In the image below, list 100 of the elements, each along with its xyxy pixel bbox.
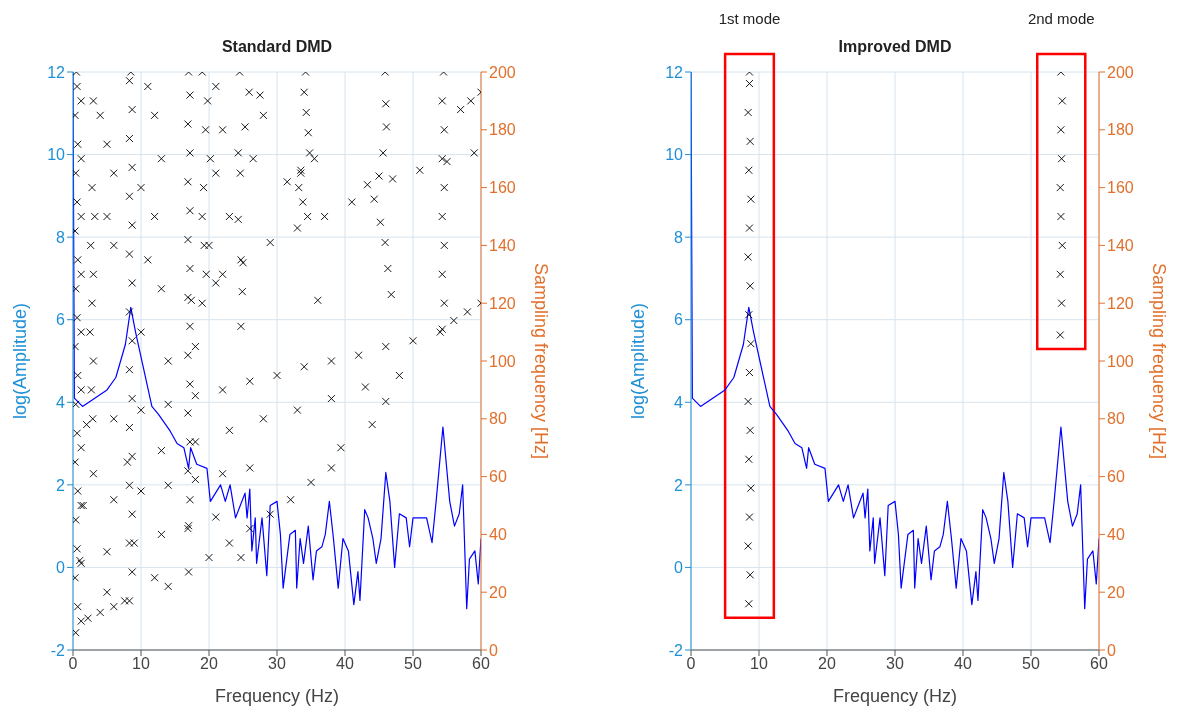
point <box>88 183 96 192</box>
point <box>87 385 96 394</box>
y-tick-label: 4 <box>674 393 684 411</box>
point <box>241 122 249 131</box>
point <box>128 510 137 519</box>
point <box>415 166 424 175</box>
y2-tick-label: 80 <box>1107 410 1125 428</box>
y2-tick-label: 160 <box>1107 179 1134 197</box>
point <box>73 371 82 380</box>
x-tick-label: 50 <box>404 655 422 673</box>
point <box>73 198 82 206</box>
point <box>164 357 173 365</box>
y-tick-label: -2 <box>668 641 684 659</box>
x-tick-label: 30 <box>268 655 286 673</box>
y-tick-label: 8 <box>56 228 66 246</box>
point <box>183 409 192 417</box>
y2-tick-label: 20 <box>1107 583 1125 601</box>
point <box>164 481 173 490</box>
point <box>387 290 396 299</box>
y-tick-label: 12 <box>47 63 66 81</box>
point <box>125 192 134 201</box>
point <box>1058 96 1067 105</box>
point <box>440 299 449 308</box>
point <box>186 206 194 215</box>
y2-tick-label: 100 <box>489 352 516 370</box>
point <box>143 82 152 91</box>
y2-tick-label: 0 <box>489 641 498 659</box>
point <box>1057 299 1066 308</box>
x-tick-label: 20 <box>818 655 836 673</box>
point <box>746 339 755 348</box>
y-tick-label: 2 <box>56 476 66 494</box>
point <box>300 362 309 371</box>
point <box>1058 241 1067 250</box>
point <box>302 108 311 117</box>
y2-tick-label: 20 <box>489 583 507 601</box>
point <box>746 137 755 146</box>
y-axis-title: log(Amplitude) <box>628 302 649 420</box>
point <box>327 463 336 472</box>
point <box>310 154 319 163</box>
point <box>125 481 134 490</box>
point <box>303 212 312 221</box>
point <box>347 198 356 206</box>
point <box>744 599 753 608</box>
point <box>150 111 159 120</box>
x-tick-label: 50 <box>1022 655 1040 673</box>
point <box>137 406 145 415</box>
point <box>109 169 118 178</box>
point <box>307 478 315 487</box>
point <box>746 484 755 493</box>
y-tick-label: 10 <box>47 146 66 164</box>
point <box>745 368 754 377</box>
x-axis-title: Frequency (Hz) <box>832 686 958 706</box>
point <box>296 169 305 178</box>
point <box>259 111 268 120</box>
point <box>234 148 243 157</box>
point <box>744 455 753 464</box>
point <box>354 351 363 360</box>
point <box>211 513 220 522</box>
point <box>211 279 220 287</box>
point <box>125 134 134 143</box>
y-axis-title: log(Amplitude) <box>10 302 31 420</box>
point <box>320 212 329 221</box>
point <box>438 96 447 105</box>
point <box>103 547 111 556</box>
y2-axis-title: Sampling frequency [Hz] <box>1148 262 1169 460</box>
point <box>286 495 295 504</box>
point <box>381 238 390 247</box>
chart-title: Standard DMD <box>220 38 334 56</box>
point <box>463 307 472 316</box>
point <box>183 177 192 186</box>
point <box>183 235 192 244</box>
point <box>379 148 388 157</box>
point <box>90 212 99 221</box>
y-tick-label: -2 <box>50 641 66 659</box>
point <box>96 111 105 120</box>
point <box>205 553 213 562</box>
x-tick-label: 30 <box>886 655 904 673</box>
x-tick-label: 60 <box>1090 655 1108 673</box>
point <box>381 342 390 351</box>
point <box>125 250 134 259</box>
y2-tick-label: 120 <box>489 294 516 312</box>
y2-tick-label: 180 <box>1107 121 1134 139</box>
point <box>187 296 196 305</box>
point <box>103 588 111 597</box>
point <box>361 383 370 391</box>
point <box>746 195 755 204</box>
point <box>183 524 192 533</box>
point <box>438 325 447 334</box>
x-tick-label: 20 <box>200 655 218 673</box>
y2-tick-label: 180 <box>489 121 516 139</box>
y-tick-label: 12 <box>665 63 684 81</box>
point <box>89 469 98 478</box>
point <box>293 224 302 233</box>
y2-axis-title: Sampling frequency [Hz] <box>530 262 551 460</box>
point <box>184 521 193 530</box>
point <box>745 79 754 88</box>
point <box>236 169 245 178</box>
x-tick-label: 10 <box>750 655 768 673</box>
point <box>186 380 194 389</box>
y-tick-label: 6 <box>56 311 66 329</box>
